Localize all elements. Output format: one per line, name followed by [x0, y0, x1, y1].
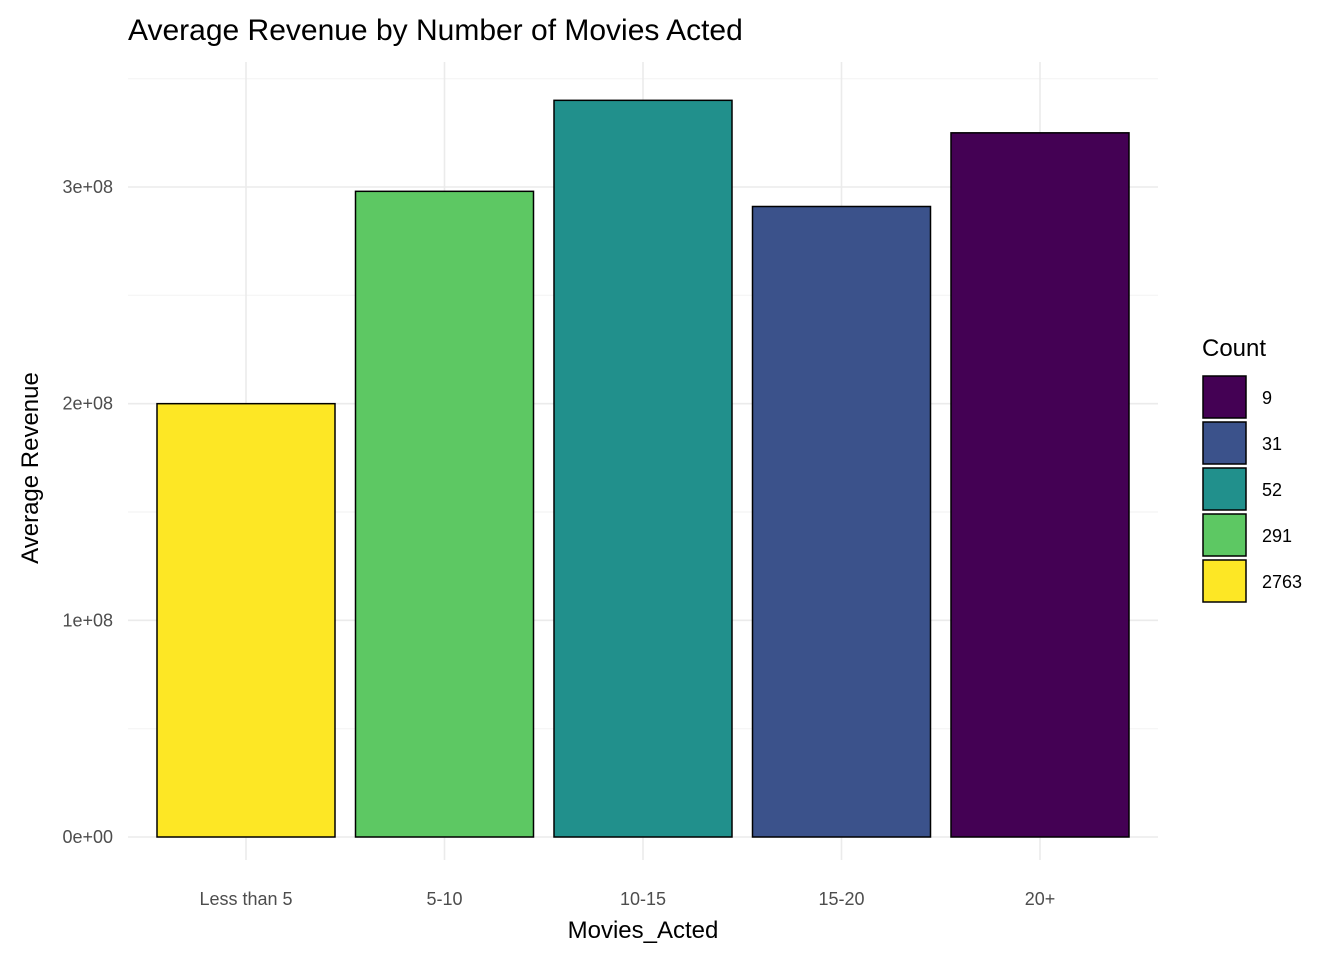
bar-0 [156, 402, 336, 838]
y-tick-label: 0e+00 [62, 827, 113, 847]
legend-key [1202, 375, 1247, 419]
y-tick-label: 2e+08 [62, 394, 113, 414]
legend-label: 9 [1262, 388, 1272, 408]
bar-1 [354, 190, 535, 838]
y-axis-ticks: 0e+00 1e+08 2e+08 3e+08 [62, 177, 113, 847]
legend-key [1202, 467, 1247, 511]
legend-key [1202, 421, 1247, 465]
legend-label: 2763 [1262, 572, 1302, 592]
x-tick-label: Less than 5 [199, 889, 292, 909]
bars [156, 99, 1130, 838]
bar-3 [751, 205, 932, 838]
x-tick-label: 15-20 [818, 889, 864, 909]
y-axis-title: Average Revenue [17, 372, 44, 564]
legend-title: Count [1202, 335, 1266, 362]
bar-4 [950, 132, 1130, 838]
x-axis-title: Movies_Acted [568, 917, 719, 944]
legend-label: 291 [1262, 526, 1292, 546]
x-tick-label: 5-10 [426, 889, 462, 909]
legend-key [1202, 513, 1247, 557]
x-tick-label: 10-15 [620, 889, 666, 909]
bar-2 [553, 99, 733, 838]
legend: Count 9 31 52 291 2763 [1202, 335, 1302, 603]
x-axis-ticks: Less than 5 5-10 10-15 15-20 20+ [199, 889, 1055, 909]
legend-label: 31 [1262, 434, 1282, 454]
legend-label: 52 [1262, 480, 1282, 500]
y-tick-label: 3e+08 [62, 177, 113, 197]
x-tick-label: 20+ [1025, 889, 1056, 909]
chart-title: Average Revenue by Number of Movies Acte… [128, 14, 743, 47]
y-tick-label: 1e+08 [62, 610, 113, 630]
legend-key [1202, 559, 1247, 603]
